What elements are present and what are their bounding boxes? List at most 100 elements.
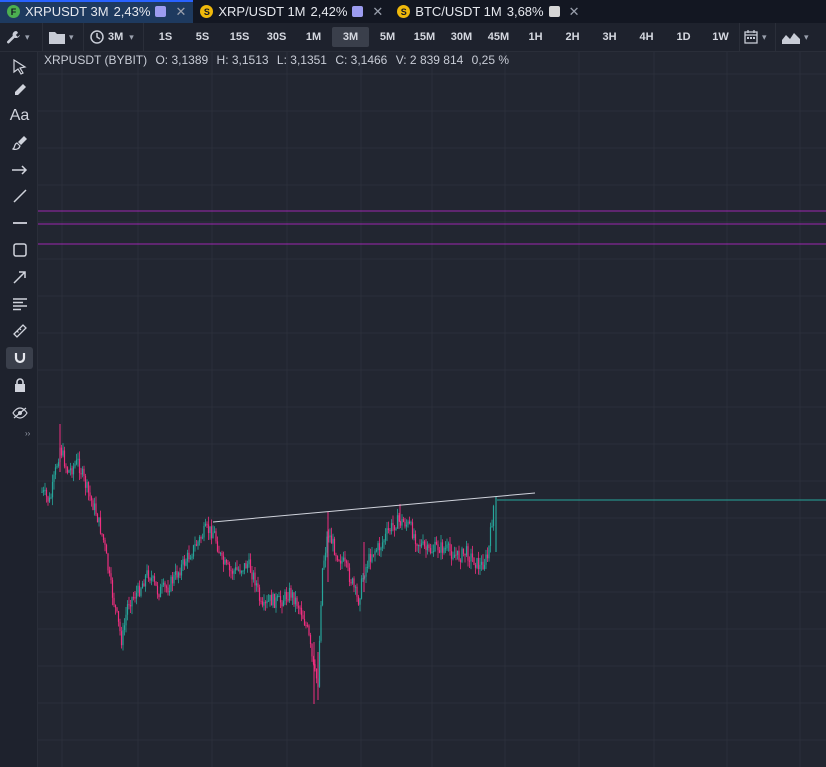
magnet-icon	[14, 353, 25, 364]
candle-body	[188, 552, 190, 560]
candle-body	[383, 540, 385, 543]
candle-body	[296, 597, 298, 607]
magnet-tool[interactable]	[6, 347, 33, 369]
timeframe-button[interactable]: 3M	[332, 27, 369, 47]
arrow-tool[interactable]	[6, 266, 33, 288]
text-align-tool[interactable]	[6, 293, 33, 315]
chart-type-menu[interactable]: ▾	[776, 23, 820, 51]
trendline-tool[interactable]	[6, 185, 33, 207]
chart-canvas[interactable]	[38, 52, 826, 767]
timeframe-button[interactable]: 2H	[565, 31, 580, 43]
timeframe-button[interactable]: 5S	[195, 31, 210, 43]
eye-icon	[11, 407, 28, 419]
candle-body	[456, 550, 459, 556]
candle-body	[138, 585, 141, 596]
candle-body	[218, 551, 220, 554]
tab-color-swatch[interactable]	[352, 6, 364, 17]
candle-body	[227, 562, 229, 565]
candle-body	[89, 492, 91, 497]
horizontal-line-tool[interactable]	[6, 212, 33, 234]
candle-body	[344, 557, 346, 562]
candle-body	[447, 543, 450, 545]
candle-body	[80, 473, 82, 475]
folder-menu[interactable]: ▾	[43, 23, 84, 51]
tab-label: XRPUSDT 3M	[25, 4, 109, 19]
candle-body	[155, 581, 157, 586]
rectangle-tool[interactable]	[6, 239, 33, 261]
candle-body	[108, 570, 111, 574]
candle-body	[237, 569, 240, 571]
candle-body	[432, 551, 435, 553]
candle-body	[290, 587, 292, 598]
legend-symbol: XRPUSDT (BYBIT)	[44, 53, 148, 67]
candle-body	[278, 596, 280, 598]
timeframe-button[interactable]: 15M	[413, 31, 436, 43]
candle-body	[65, 466, 67, 468]
candle-body	[465, 546, 468, 556]
candle-body	[201, 537, 204, 539]
interval-menu[interactable]: 3M ▾	[84, 23, 144, 51]
timeframe-button[interactable]: 1M	[305, 31, 322, 43]
timeframe-button[interactable]: 1D	[676, 31, 691, 43]
candle-body	[305, 625, 307, 627]
candle-body	[86, 482, 88, 488]
candle-body	[47, 496, 49, 502]
chart-tab[interactable]: F XRPUSDT 3M 2,43% ✕	[0, 0, 194, 23]
timeframe-button[interactable]: 15S	[229, 31, 250, 43]
close-icon[interactable]: ✕	[372, 3, 384, 19]
text-tool[interactable]: Aa	[6, 105, 33, 127]
tab-label: XRP/USDT 1M	[218, 4, 306, 19]
timeframe-button[interactable]: 45M	[487, 31, 510, 43]
tab-color-swatch[interactable]	[548, 6, 560, 17]
timeframe-button[interactable]: 1S	[158, 31, 173, 43]
close-icon[interactable]: ✕	[175, 3, 187, 19]
candle-body	[240, 571, 243, 573]
candle-body	[101, 533, 103, 535]
timeframe-button[interactable]: 30M	[450, 31, 473, 43]
candle-body	[105, 544, 108, 554]
chart-tab[interactable]: S BTC/USDT 1M 3,68% ✕	[390, 0, 586, 23]
candle-body	[179, 572, 181, 576]
tab-color-swatch[interactable]	[155, 6, 167, 17]
price-chart[interactable]	[38, 52, 826, 767]
timeframe-button[interactable]: 1W	[712, 31, 729, 43]
timeframe-button[interactable]: 1H	[528, 31, 543, 43]
candle-body	[123, 625, 126, 631]
arrow-line-tool[interactable]	[6, 159, 33, 181]
timeframe-button[interactable]: 3H	[602, 31, 617, 43]
expand-toolbar-icon[interactable]: ››	[25, 429, 31, 438]
candle-body	[233, 570, 235, 574]
candle-body	[267, 600, 270, 602]
lock-tool[interactable]	[6, 374, 33, 396]
chart-tab[interactable]: S XRP/USDT 1M 2,42% ✕	[193, 0, 390, 23]
visibility-tool[interactable]	[6, 402, 33, 424]
timeframe-button[interactable]: 30S	[266, 31, 287, 43]
timeframe-button[interactable]: 5M	[379, 31, 396, 43]
candle-body	[53, 474, 55, 482]
calendar-icon	[744, 30, 758, 44]
candle-body	[291, 592, 294, 598]
timeframe-button[interactable]: 4H	[639, 31, 654, 43]
ruler-tool[interactable]	[6, 320, 33, 342]
candle-body	[116, 607, 118, 612]
candle-body	[405, 524, 408, 527]
close-icon[interactable]: ✕	[568, 3, 580, 19]
text-align-icon	[12, 297, 27, 310]
cursor-tool[interactable]	[6, 56, 33, 78]
candle-body	[72, 466, 75, 475]
calendar-menu[interactable]: ▾	[740, 23, 776, 51]
timeframe-group: 1S 5S 15S 30S 1M 3M 5M 15M 30M 45M 1H 2H 3H 4H 1D 1W	[144, 23, 740, 51]
candle-body	[309, 635, 312, 645]
candle-body	[366, 566, 369, 568]
candle-body	[186, 552, 189, 562]
candle-body	[360, 578, 363, 599]
tools-menu[interactable]: ▾	[0, 23, 43, 51]
pencil-tool[interactable]	[6, 79, 33, 101]
candle-body	[443, 548, 445, 553]
candle-body	[408, 521, 411, 524]
chevron-down-icon: ▾	[25, 31, 30, 42]
candle-body	[356, 586, 358, 597]
candle-body	[359, 598, 361, 605]
brush-tool[interactable]	[6, 132, 33, 154]
candle-body	[272, 593, 274, 606]
